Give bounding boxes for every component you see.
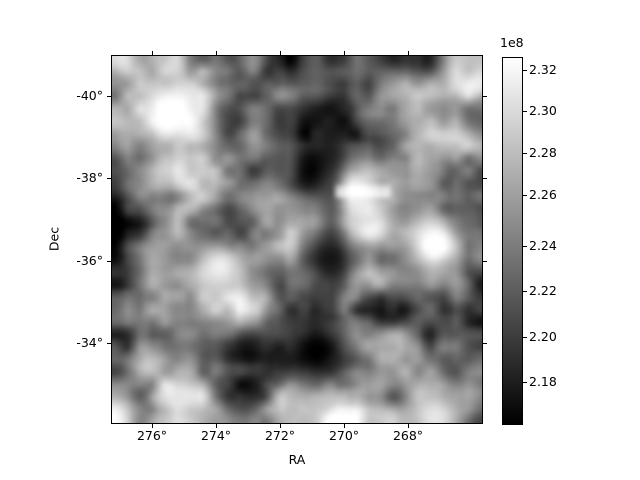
colorbar-tick-label: 2.22 [529,283,557,298]
colorbar-tick-label: 2.20 [529,329,557,344]
y-tick-mark-right [483,343,487,345]
x-tick-label: 268° [392,428,424,443]
colorbar-tick-mark [523,111,527,112]
colorbar-tick-mark [523,70,527,71]
x-tick-mark-top [280,51,282,55]
colorbar-tick-label: 2.26 [529,187,557,202]
colorbar-tick-mark [523,195,527,196]
colorbar-tick-label: 2.32 [529,62,557,77]
colorbar-tick-mark [523,246,527,247]
x-tick-mark [280,424,282,428]
x-tick-label: 276° [136,428,168,443]
y-axis-label: Dec [46,226,62,252]
sky-map-image [112,56,482,423]
x-axis-label: RA [288,452,306,467]
x-tick-mark [216,424,218,428]
y-tick-label: -40° [76,88,103,103]
x-tick-label: 274° [200,428,232,443]
colorbar-tick-label: 2.28 [529,145,557,160]
y-tick-mark [107,261,111,263]
x-tick-mark [152,424,154,428]
colorbar-tick-mark [523,337,527,338]
x-tick-mark-top [408,51,410,55]
colorbar-tick-label: 2.18 [529,374,557,389]
colorbar-tick-mark [523,291,527,292]
sky-map-axes[interactable] [111,55,483,424]
colorbar-tick-mark [523,153,527,154]
y-tick-mark-right [483,178,487,180]
y-tick-mark [107,178,111,180]
y-tick-label: -34° [76,335,103,350]
x-tick-mark-top [344,51,346,55]
y-tick-mark [107,96,111,98]
x-tick-mark [344,424,346,428]
x-tick-mark-top [152,51,154,55]
colorbar-tick-label: 2.30 [529,103,557,118]
y-tick-mark-right [483,96,487,98]
y-tick-mark [107,343,111,345]
colorbar[interactable] [502,57,523,425]
x-tick-mark [408,424,410,428]
x-tick-label: 272° [264,428,296,443]
colorbar-tick-label: 2.24 [529,238,557,253]
x-tick-mark-top [216,51,218,55]
y-tick-mark-right [483,261,487,263]
colorbar-tick-mark [523,382,527,383]
y-tick-label: -38° [76,170,103,185]
x-tick-label: 270° [328,428,360,443]
y-tick-label: -36° [76,253,103,268]
colorbar-offset-text: 1e8 [500,35,524,50]
